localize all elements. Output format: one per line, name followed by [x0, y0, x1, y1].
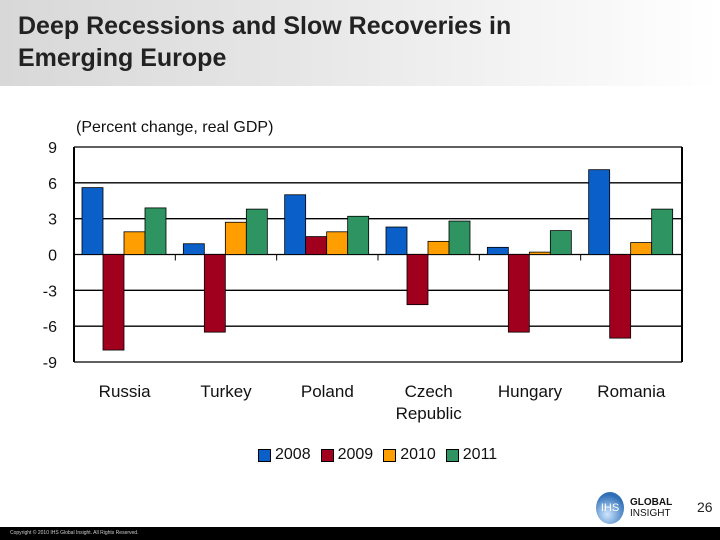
bar-2010-czech-republic [427, 240, 450, 255]
bar-2009-turkey [203, 254, 226, 333]
bar-2008-romania [588, 169, 611, 255]
x-category-label: Turkey [200, 382, 252, 401]
x-category-label: Czech [405, 382, 453, 401]
x-category-label: Russia [99, 382, 152, 401]
bar-2008-russia [81, 187, 104, 255]
legend-item-2009: 2009 [320, 446, 374, 464]
bar-2010-turkey [224, 221, 247, 255]
bar-2009-romania [609, 254, 632, 339]
logo-line1: GLOBAL [630, 497, 673, 508]
y-tick-label: 9 [48, 140, 57, 157]
legend-item-2008: 2008 [258, 446, 311, 464]
bar-2011-romania [651, 208, 674, 255]
x-category-label: Republic [396, 404, 463, 423]
ihs-global-insight-logo: IHS GLOBAL INSIGHT [596, 492, 672, 524]
y-tick-label: -6 [43, 319, 57, 336]
legend-label: 2009 [337, 446, 374, 463]
bar-2010-russia [123, 231, 146, 255]
y-tick-label: 0 [48, 248, 57, 265]
legend-swatch [320, 448, 334, 462]
slide-title: Deep Recessions and Slow Recoveries in E… [18, 12, 512, 72]
bar-2009-poland [305, 236, 328, 255]
legend-label: 2010 [400, 446, 436, 463]
bar-2008-turkey [182, 243, 205, 255]
legend-item-2011: 2011 [445, 446, 498, 464]
bar-2008-czech-republic [385, 226, 408, 255]
ihs-globe-icon: IHS [596, 492, 624, 524]
bar-2010-poland [326, 231, 349, 255]
legend-swatch [258, 448, 271, 462]
legend-swatch [383, 448, 397, 462]
logo-line2: INSIGHT [630, 508, 671, 519]
bar-chart: 9 6 3 0 -3 -6 -9 Russia Turkey Poland Czech Republi… [43, 140, 683, 423]
bar-2008-poland [284, 194, 307, 255]
copyright-footer: Copyright © 2010 IHS Global Insight. All… [0, 527, 720, 540]
bar-2011-hungary [549, 230, 572, 255]
bar-2011-poland [347, 215, 370, 255]
bar-2010-romania [630, 242, 653, 255]
bar-2010-hungary [528, 251, 551, 255]
x-category-label: Hungary [498, 382, 563, 401]
legend-label: 2011 [462, 446, 498, 463]
legend-item-2010: 2010 [383, 446, 436, 464]
bar-2011-turkey [245, 208, 268, 255]
y-tick-label: 3 [48, 212, 57, 229]
y-tick-label: -9 [43, 355, 57, 372]
bar-2009-hungary [507, 254, 530, 333]
bar-2009-czech-republic [406, 254, 429, 306]
bar-2008-hungary [486, 246, 509, 255]
legend-label: 2008 [275, 446, 311, 463]
y-tick-label: 6 [48, 176, 57, 193]
legend-swatch [445, 448, 459, 462]
title-bar [0, 0, 720, 86]
bar-2009-russia [102, 254, 125, 351]
x-category-label: Romania [597, 382, 666, 401]
chart-subtitle: (Percent change, real GDP) [76, 119, 274, 136]
y-tick-label: -3 [43, 283, 57, 300]
bar-2011-russia [144, 207, 167, 255]
bar-2011-czech-republic [448, 220, 471, 255]
x-category-label: Poland [301, 382, 354, 401]
legend: 2008 2009 2010 2011 [258, 446, 501, 464]
page-number: 26 [697, 499, 713, 515]
